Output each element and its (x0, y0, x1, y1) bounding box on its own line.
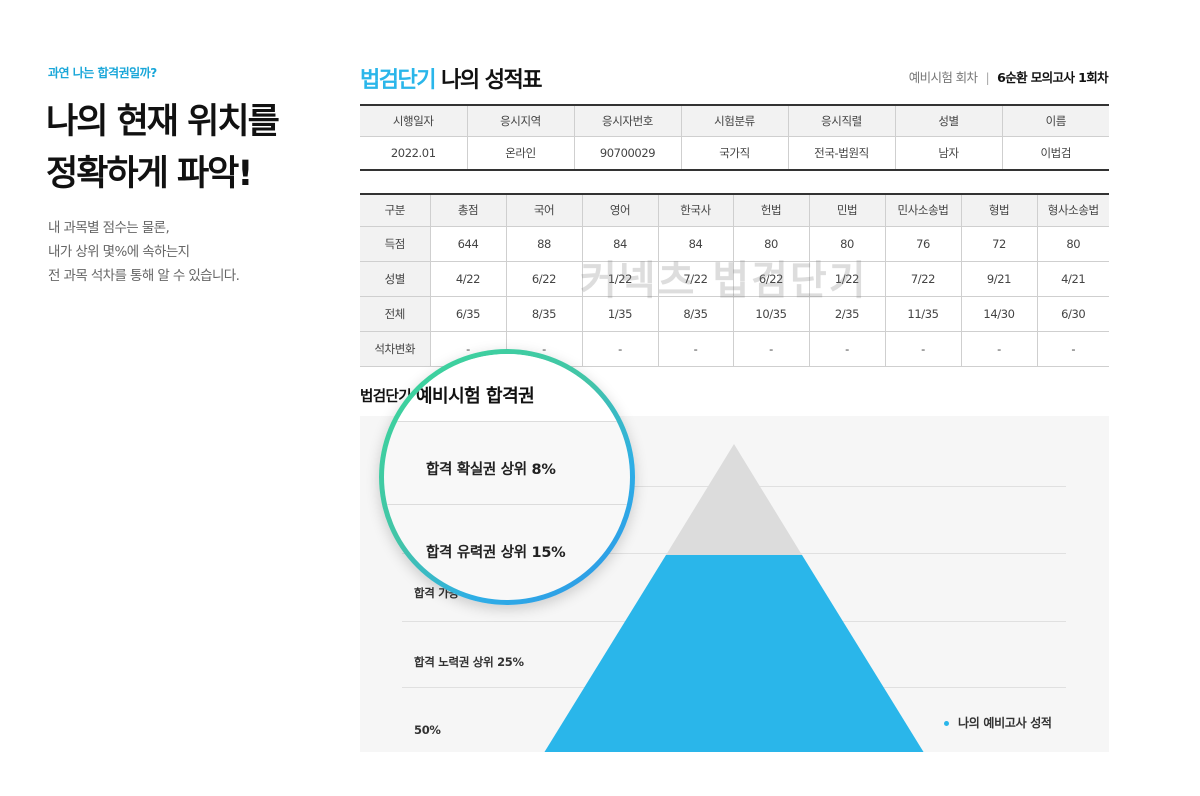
score-row-label: 성별 (360, 260, 431, 297)
score-cell: 7/22 (657, 260, 734, 297)
score-row: 전체 6/35 8/35 1/35 8/35 10/35 2/35 11/35 14/30 6/3… (360, 295, 1109, 332)
exam-round-label: 예비시험 회차 (908, 70, 978, 85)
tier-label-effort: 합격 노력권 상위 25% (414, 655, 524, 669)
score-row: 득점 644 88 84 84 80 80 76 72 80 (360, 225, 1109, 262)
score-header-cell: 형사소송법 (1036, 193, 1109, 227)
report-title: 법검단기 나의 성적표 (360, 62, 543, 94)
magnifier-tier-certain: 합격 확실권 상위 8% (426, 462, 556, 478)
score-cell: 76 (884, 225, 962, 262)
watermark: 커넥츠 법검단기 (580, 258, 868, 304)
score-header-cell: 민법 (808, 193, 886, 227)
info-header-date: 시행일자 (360, 104, 468, 137)
intro-headline: 나의 현재 위치를 정확하게 파악! (46, 96, 336, 200)
score-cell: - (884, 330, 962, 367)
score-cell: 644 (429, 225, 507, 262)
legend-dot-icon (944, 721, 949, 726)
intro-description-line-2: 내가 상위 몇%에 속하는지 (48, 244, 190, 260)
intro-description: 내 과목별 점수는 물론, 내가 상위 몇%에 속하는지 전 과목 석차를 통해… (48, 216, 240, 288)
chart-legend: 나의 예비고사 성적 (944, 714, 1052, 731)
score-header-cell: 영어 (581, 193, 659, 227)
score-cell: 72 (960, 225, 1038, 262)
info-value-name: 이법검 (1001, 135, 1109, 171)
score-cell: - (960, 330, 1038, 367)
magnifier-divider (384, 421, 630, 422)
score-header-cell: 총점 (429, 193, 507, 227)
pyramid-top-tier (666, 444, 802, 555)
score-cell: 1/22 (808, 260, 886, 297)
score-cell: 6/30 (1036, 295, 1109, 332)
info-header-category: 시험분류 (680, 104, 789, 137)
score-header-cell: 민사소송법 (884, 193, 962, 227)
score-cell: 84 (657, 225, 734, 262)
score-cell: - (1036, 330, 1109, 367)
info-header-examinee-number: 응시자번호 (573, 104, 682, 137)
legend-label: 나의 예비고사 성적 (958, 716, 1052, 730)
magnifier-title: 예비시험 합격권 (416, 386, 535, 407)
examinee-info-table: 시행일자 응시지역 응시자번호 시험분류 응시직렬 성별 이름 2022.01 … (360, 104, 1109, 171)
info-header-track: 응시직렬 (787, 104, 896, 137)
score-cell: 6/22 (505, 260, 583, 297)
score-header-cell: 구분 (360, 193, 431, 227)
score-header-cell: 형법 (960, 193, 1038, 227)
info-header-region: 응시지역 (466, 104, 575, 137)
score-row: 성별 4/22 6/22 1/22 7/22 6/22 1/22 7/22 9/21 4/21 (360, 260, 1109, 297)
info-value-gender: 남자 (894, 135, 1003, 171)
score-row-label: 전체 (360, 295, 431, 332)
score-cell: 4/22 (429, 260, 507, 297)
exam-round: 예비시험 회차 | 6순환 모의고사 1회차 (908, 67, 1109, 86)
report-brand: 법검단기 (360, 68, 436, 93)
exam-round-value: 6순환 모의고사 1회차 (997, 70, 1109, 85)
examinee-info-value-row: 2022.01 온라인 90700029 국가직 전국-법원직 남자 이법검 (360, 135, 1109, 171)
score-cell: 1/22 (581, 260, 659, 297)
intro-headline-line-2: 정확하게 파악! (46, 154, 253, 194)
magnifier-lens: 예비시험 합격권 합격 확실권 상위 8% 합격 유력권 상위 15% (384, 354, 630, 600)
score-cell: 7/22 (884, 260, 962, 297)
score-cell: 11/35 (884, 295, 962, 332)
magnifier-header (384, 354, 630, 421)
score-cell: 1/35 (581, 295, 659, 332)
score-header-cell: 헌법 (732, 193, 810, 227)
score-cell: 9/21 (960, 260, 1038, 297)
info-value-track: 전국-법원직 (787, 135, 896, 171)
examinee-info-header-row: 시행일자 응시지역 응시자번호 시험분류 응시직렬 성별 이름 (360, 104, 1109, 137)
score-cell: 84 (581, 225, 659, 262)
score-row-label: 득점 (360, 225, 431, 262)
intro-headline-line-1: 나의 현재 위치를 (46, 102, 280, 142)
pyramid-graphic (544, 444, 924, 752)
score-cell: 80 (1036, 225, 1109, 262)
info-value-examinee-number: 90700029 (573, 135, 682, 171)
info-header-name: 이름 (1001, 104, 1109, 137)
exam-round-separator: | (985, 70, 990, 85)
magnifier-divider (384, 504, 630, 505)
report-title-text: 나의 성적표 (441, 68, 542, 93)
info-value-date: 2022.01 (360, 135, 468, 171)
score-cell: 14/30 (960, 295, 1038, 332)
intro-description-line-1: 내 과목별 점수는 물론, (48, 220, 170, 236)
score-cell: - (808, 330, 886, 367)
score-header-row: 구분 총점 국어 영어 한국사 헌법 민법 민사소송법 형법 형사소송법 (360, 193, 1109, 227)
score-header-cell: 국어 (505, 193, 583, 227)
magnifier-tier-likely: 합격 유력권 상위 15% (426, 545, 566, 561)
score-cell: 88 (505, 225, 583, 262)
score-cell: 4/21 (1036, 260, 1109, 297)
score-cell: - (657, 330, 734, 367)
score-cell: - (732, 330, 810, 367)
info-value-region: 온라인 (466, 135, 575, 171)
score-cell: 8/35 (505, 295, 583, 332)
score-header-cell: 한국사 (657, 193, 734, 227)
intro-tagline: 과연 나는 합격권일까? (48, 66, 157, 80)
info-value-category: 국가직 (680, 135, 789, 171)
info-header-gender: 성별 (894, 104, 1003, 137)
tier-label-50: 50% (414, 723, 441, 737)
score-cell: 6/35 (429, 295, 507, 332)
magnifier-callout: 예비시험 합격권 합격 확실권 상위 8% 합격 유력권 상위 15% (379, 349, 635, 605)
intro-description-line-3: 전 과목 석차를 통해 알 수 있습니다. (48, 268, 240, 284)
pyramid-lower-tiers (544, 555, 924, 752)
